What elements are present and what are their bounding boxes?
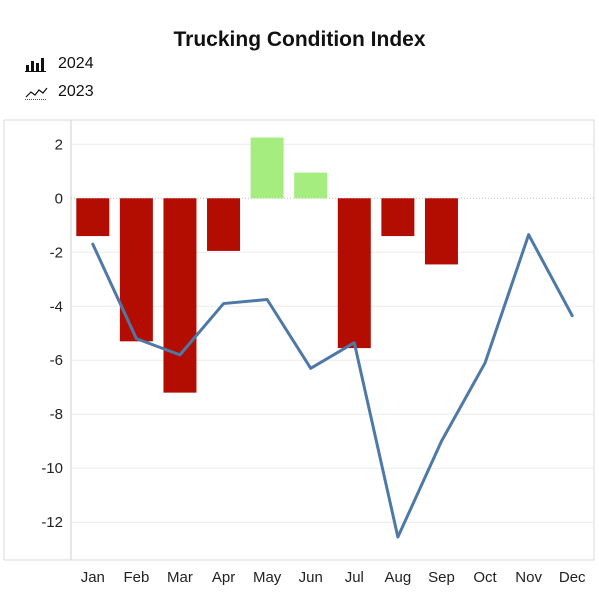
x-tick-label: Mar xyxy=(167,569,193,586)
point-2023-jul[interactable] xyxy=(352,341,356,345)
bar-2024-jul[interactable] xyxy=(337,198,371,349)
point-2023-mar[interactable] xyxy=(178,353,182,357)
bar-2024-jan[interactable] xyxy=(76,198,110,237)
x-tick-label: Dec xyxy=(559,569,586,586)
chart-title: Trucking Condition Index xyxy=(173,28,426,51)
x-tick-label: Jun xyxy=(299,569,323,586)
y-tick-label: -12 xyxy=(41,514,63,531)
bar-2024-feb[interactable] xyxy=(119,198,153,342)
line-2023[interactable] xyxy=(91,233,574,539)
x-tick-label: May xyxy=(253,569,282,586)
legend-item-bars[interactable]: 2024 xyxy=(24,50,94,78)
x-tick-label: Aug xyxy=(385,569,412,586)
bar-2024-apr[interactable] xyxy=(207,198,241,251)
x-tick-label: Feb xyxy=(123,569,149,586)
line-chart-icon xyxy=(24,84,48,100)
point-2023-may[interactable] xyxy=(265,298,269,302)
point-2023-feb[interactable] xyxy=(134,337,138,341)
legend: 2024 2023 xyxy=(24,50,94,106)
bar-2024-sep[interactable] xyxy=(424,198,458,265)
y-tick-label: -4 xyxy=(50,298,63,315)
bar-2024-may[interactable] xyxy=(250,137,284,199)
point-2023-oct[interactable] xyxy=(483,361,487,365)
x-tick-label: Apr xyxy=(212,569,235,586)
legend-item-line[interactable]: 2023 xyxy=(24,78,94,106)
bar-2024-aug[interactable] xyxy=(381,198,415,237)
point-2023-apr[interactable] xyxy=(222,302,226,306)
legend-label-2023: 2023 xyxy=(58,83,94,100)
x-tick-label: Jan xyxy=(81,569,105,586)
x-tick-label: Sep xyxy=(428,569,455,586)
x-tick-label: Oct xyxy=(473,569,497,586)
y-tick-label: 2 xyxy=(55,136,63,153)
point-2023-dec[interactable] xyxy=(570,314,574,318)
x-tick-label: Nov xyxy=(515,569,542,586)
x-tick-label: Jul xyxy=(345,569,364,586)
bar-2024-mar[interactable] xyxy=(163,198,197,393)
y-tick-label: -6 xyxy=(50,352,63,369)
point-2023-jan[interactable] xyxy=(91,242,95,246)
y-tick-label: 0 xyxy=(55,190,63,207)
point-2023-jun[interactable] xyxy=(309,366,313,370)
bar-chart-icon xyxy=(24,56,48,72)
point-2023-nov[interactable] xyxy=(527,233,531,237)
point-2023-aug[interactable] xyxy=(396,535,400,539)
y-tick-label: -2 xyxy=(50,244,63,261)
legend-label-2024: 2024 xyxy=(58,55,94,72)
y-tick-label: -8 xyxy=(50,406,63,423)
point-2023-sep[interactable] xyxy=(439,439,443,443)
y-tick-label: -10 xyxy=(41,460,63,477)
bar-2024-jun[interactable] xyxy=(294,172,328,199)
